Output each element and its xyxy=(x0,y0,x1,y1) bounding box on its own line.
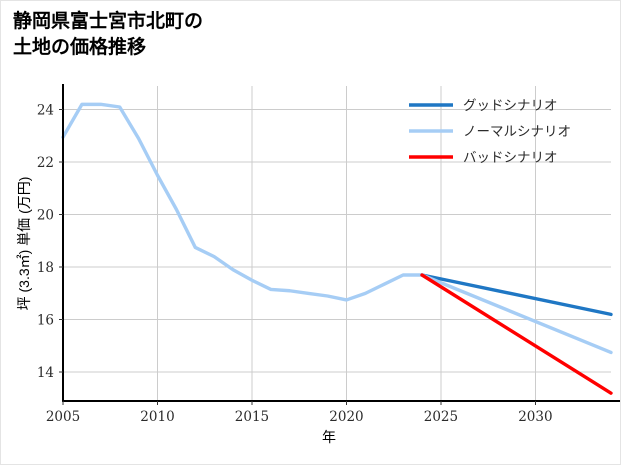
y-tick-label: 22 xyxy=(37,155,54,171)
legend-label-good: グッドシナリオ xyxy=(463,98,558,113)
axis-titles: 年 坪 (3.3㎡) 単価 (万円) xyxy=(16,177,336,445)
y-axis-tick-labels: 14 16 18 20 22 24 xyxy=(37,103,54,382)
series-line-good xyxy=(420,273,613,317)
legend-label-bad: バッドシナリオ xyxy=(463,150,558,165)
series-line-bad xyxy=(420,273,613,395)
x-axis-tick-labels: 2005 2010 2015 2020 2025 2030 xyxy=(46,409,553,425)
axes-spines xyxy=(61,84,620,403)
x-axis-title: 年 xyxy=(322,429,336,445)
page-title: 静岡県富士宮市北町の 土地の価格推移 xyxy=(13,11,204,58)
y-tick-label: 24 xyxy=(37,103,54,119)
tick-marks xyxy=(59,109,536,405)
x-tick-label: 2020 xyxy=(329,409,363,425)
x-tick-label: 2025 xyxy=(424,409,458,425)
series-layer xyxy=(61,102,613,395)
x-tick-label: 2015 xyxy=(235,409,269,425)
series-line-history xyxy=(61,102,424,302)
legend-label-normal: ノーマルシナリオ xyxy=(463,124,571,139)
x-tick-label: 2005 xyxy=(46,409,80,425)
y-axis-title: 坪 (3.3㎡) 単価 (万円) xyxy=(16,177,32,311)
series-line-normal xyxy=(420,273,613,355)
y-tick-label: 18 xyxy=(37,260,54,276)
y-tick-label: 20 xyxy=(37,208,54,224)
y-tick-label: 14 xyxy=(37,365,54,381)
x-tick-label: 2010 xyxy=(140,409,174,425)
y-tick-label: 16 xyxy=(37,313,54,329)
x-tick-label: 2030 xyxy=(518,409,552,425)
